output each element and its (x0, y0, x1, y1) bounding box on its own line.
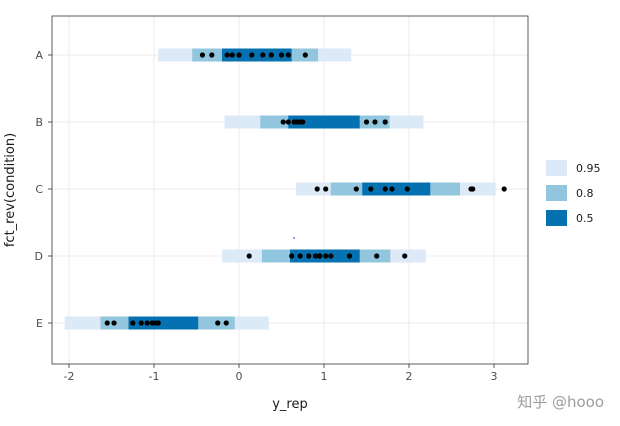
sample-point-D (297, 253, 303, 259)
x-axis-title: y_rep (272, 397, 308, 412)
sample-point-A (249, 52, 255, 58)
sample-point-D (317, 253, 323, 259)
sample-point-D (402, 253, 408, 259)
sample-point-B (280, 119, 286, 125)
sample-point-E (215, 320, 221, 326)
sample-point-A (285, 52, 291, 58)
panel-border (51, 15, 529, 365)
sample-point-A (229, 52, 235, 58)
sample-point-D (312, 253, 319, 259)
sample-point-E (144, 320, 150, 326)
interval-0.5-A (222, 48, 292, 62)
sample-point-C (470, 186, 476, 192)
sample-point-D (374, 253, 380, 259)
stray-mark (293, 237, 295, 239)
axis-ticks: -2 -1 0 1 2 3 A B C D E (35, 49, 498, 383)
sample-point-C (382, 186, 388, 192)
sample-point-A (268, 52, 274, 58)
legend-label-0.95: 0.95 (576, 162, 601, 175)
y-axis-title: fct_rev(condition) (3, 133, 18, 247)
x-tick-label: -1 (149, 370, 160, 383)
sample-point-E (223, 320, 229, 326)
sample-point-A (278, 52, 285, 58)
y-tick-label: B (35, 116, 43, 129)
sample-point-A (209, 52, 215, 58)
sample-point-C (404, 186, 410, 192)
sample-point-D (346, 253, 353, 259)
legend-swatch-0.8 (546, 185, 567, 201)
sample-point-B (382, 119, 388, 125)
y-tick-label: C (35, 183, 43, 196)
sample-point-A (236, 52, 242, 58)
interval-0.5-E (128, 316, 199, 330)
sample-points (104, 52, 507, 326)
sample-point-C (501, 186, 507, 192)
interval-0.5-C (362, 182, 431, 196)
legend-swatch-0.95 (546, 160, 567, 176)
sample-point-B (285, 119, 291, 125)
watermark: 知乎 @hooo (517, 393, 604, 411)
sample-point-A (260, 52, 266, 58)
x-tick-label: 2 (406, 370, 413, 383)
y-tick-label: A (35, 49, 43, 62)
y-tick-label: D (35, 250, 43, 263)
x-tick-label: 1 (321, 370, 328, 383)
legend: 0.95 0.8 0.5 (546, 160, 601, 226)
sample-point-C (368, 186, 374, 192)
sample-point-A (302, 52, 308, 58)
legend-label-0.8: 0.8 (576, 187, 594, 200)
sample-point-C (389, 186, 395, 192)
legend-label-0.5: 0.5 (576, 212, 594, 225)
x-tick-label: 0 (236, 370, 243, 383)
sample-point-C (314, 186, 320, 192)
x-tick-label: -2 (64, 370, 75, 383)
sample-point-E (130, 320, 136, 326)
sample-point-C (323, 186, 329, 192)
sample-point-E (138, 320, 144, 326)
sample-point-B (300, 119, 306, 125)
sample-point-B (363, 119, 370, 125)
y-tick-label: E (36, 317, 43, 330)
sample-point-C (353, 186, 359, 192)
sample-point-E (104, 320, 110, 326)
sample-point-D (328, 253, 334, 259)
sample-point-A (199, 52, 206, 58)
sample-point-E (111, 320, 117, 326)
sample-point-B (372, 119, 378, 125)
sample-point-A (224, 52, 230, 58)
x-tick-label: 3 (491, 370, 498, 383)
sample-point-D (323, 253, 329, 259)
sample-point-E (155, 320, 161, 326)
legend-swatch-0.5 (546, 210, 567, 226)
sample-point-D (289, 253, 295, 259)
sample-point-D (306, 253, 312, 259)
sample-point-D (246, 253, 252, 259)
interval-0.5-B (288, 115, 360, 129)
